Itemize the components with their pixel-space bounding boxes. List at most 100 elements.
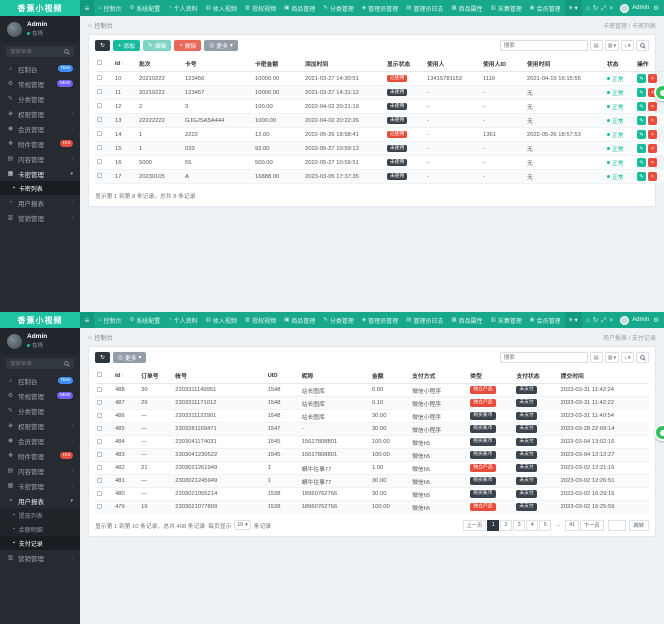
sort-icon[interactable]: ↕	[121, 60, 124, 67]
row-checkbox[interactable]	[97, 451, 102, 457]
filter-button[interactable]: ▤	[589, 352, 603, 363]
sidebar-item-用户报表[interactable]: ◔ 用户报表 ‹	[0, 195, 80, 210]
sidebar-search-input[interactable]	[10, 360, 60, 367]
nav-item-商品管理[interactable]: ▣ 商品管理	[280, 0, 319, 16]
page-jump-input[interactable]	[607, 519, 626, 531]
delete-button[interactable]: × 删除	[174, 40, 202, 51]
row-checkbox[interactable]	[97, 75, 102, 81]
row-checkbox[interactable]	[97, 386, 102, 392]
sidebar-item-附件管理[interactable]: ✚ 附件管理 Hot	[0, 136, 80, 151]
add-button[interactable]: + 添加	[112, 40, 140, 51]
home-icon[interactable]: ⌂	[585, 316, 590, 324]
nav-item-会员管理[interactable]: ◉ 会员管理	[526, 0, 560, 16]
edit-button[interactable]: ✎ 编辑	[142, 40, 172, 51]
nav-item-控制台[interactable]: ⌂ 控制台	[94, 0, 125, 16]
nav-item-商品属性[interactable]: ▦ 商品属性	[447, 0, 486, 16]
edit-button[interactable]: ✎	[637, 116, 646, 125]
service-float-button[interactable]	[654, 84, 664, 101]
nav-item-分类管理[interactable]: ✎ 分类管理	[319, 312, 358, 328]
sidebar-item-控制台[interactable]: ⌂ 控制台 New	[0, 373, 80, 388]
row-checkbox[interactable]	[97, 173, 102, 179]
user-menu[interactable]: Admin	[620, 315, 649, 325]
delete-button[interactable]: ×	[648, 74, 657, 83]
nav-item-管理员日志[interactable]: ▤ 管理员日志	[402, 312, 447, 328]
sidebar-item-控制台[interactable]: ⌂ 控制台 New	[0, 61, 80, 76]
page-button-4[interactable]: 4	[526, 519, 539, 531]
per-page-select[interactable]: 10 ▾	[234, 520, 251, 530]
edit-button[interactable]: ✎	[637, 88, 646, 97]
sidebar-item-卡密管理[interactable]: ▦ 卡密管理 ▾	[0, 166, 80, 181]
row-checkbox[interactable]	[97, 159, 102, 165]
nav-overflow-dropdown[interactable]: ≡ ▾	[564, 0, 582, 16]
delete-button[interactable]: ×	[648, 88, 657, 97]
search-input[interactable]	[499, 352, 588, 363]
select-all-checkbox[interactable]	[97, 60, 102, 66]
row-checkbox[interactable]	[97, 131, 102, 137]
columns-dropdown[interactable]: ▥ ▾	[604, 40, 619, 51]
nav-item-收入视频[interactable]: ▥ 收入视频	[202, 312, 241, 328]
edit-button[interactable]: ✎	[637, 74, 646, 83]
row-checkbox[interactable]	[97, 103, 102, 109]
nav-item-管理员管理[interactable]: ◈ 管理员管理	[358, 0, 402, 16]
sidebar-item-营销管理[interactable]: ▥ 营销管理 ‹	[0, 210, 80, 225]
page-button-41[interactable]: 41	[565, 519, 580, 531]
sidebar-item-常规管理[interactable]: ⚙ 常规管理 NEW	[0, 76, 80, 91]
select-all-checkbox[interactable]	[97, 372, 102, 378]
refresh-button[interactable]: ↻	[95, 40, 110, 51]
nav-item-授权视频[interactable]: ▥ 授权视频	[241, 312, 280, 328]
sidebar-search-input[interactable]	[10, 48, 60, 55]
page-button-3[interactable]: 3	[513, 519, 526, 531]
delete-button[interactable]: ×	[648, 116, 657, 125]
page-button-2[interactable]: 2	[500, 519, 513, 531]
row-checkbox[interactable]	[97, 464, 102, 470]
search-icon[interactable]	[64, 48, 70, 55]
user-menu[interactable]: Admin	[620, 3, 649, 13]
sidebar-item-卡密管理[interactable]: ▦ 卡密管理 ‹	[0, 478, 80, 493]
sidebar-item-会员管理[interactable]: ◉ 会员管理 ‹	[0, 121, 80, 136]
more-button[interactable]: ◎ 更多 ▾	[112, 352, 147, 363]
nav-item-管理员日志[interactable]: ▤ 管理员日志	[402, 0, 447, 16]
close-icon[interactable]: ×	[609, 4, 614, 12]
nav-item-授权视频[interactable]: ▥ 授权视频	[241, 0, 280, 16]
sidebar-item-权限管理[interactable]: ◈ 权限管理 ‹	[0, 106, 80, 121]
sidebar-subitem-支付记录[interactable]: ▪ 支付记录	[0, 536, 80, 550]
filter-button[interactable]: ▤	[589, 40, 603, 51]
edit-button[interactable]: ✎	[637, 144, 646, 153]
gear-icon[interactable]: ⚙	[653, 5, 659, 12]
page-button-1[interactable]: 1	[487, 519, 500, 531]
menu-toggle-icon[interactable]: ≡	[80, 312, 94, 328]
home-icon[interactable]: ⌂	[585, 4, 590, 12]
nav-item-会员管理[interactable]: ◉ 会员管理	[526, 312, 560, 328]
refresh-button[interactable]: ↻	[95, 352, 110, 363]
sidebar-item-分类管理[interactable]: ✎ 分类管理	[0, 403, 80, 418]
sidebar-subitem-卡密列表[interactable]: ▪ 卡密列表	[0, 181, 80, 195]
nav-item-个人资料[interactable]: ◔ 个人资料	[164, 312, 201, 328]
close-icon[interactable]: ×	[609, 316, 614, 324]
row-checkbox[interactable]	[97, 89, 102, 95]
nav-item-控制台[interactable]: ⌂ 控制台	[94, 312, 125, 328]
row-checkbox[interactable]	[97, 425, 102, 431]
export-dropdown[interactable]: ↓ ▾	[621, 352, 634, 363]
sidebar-item-附件管理[interactable]: ✚ 附件管理 Hot	[0, 448, 80, 463]
page-button-下一页[interactable]: 下一页	[580, 519, 604, 531]
menu-toggle-icon[interactable]: ≡	[80, 0, 94, 16]
delete-button[interactable]: ×	[648, 158, 657, 167]
page-button-上一页[interactable]: 上一页	[462, 519, 487, 531]
edit-button[interactable]: ✎	[637, 172, 646, 181]
nav-item-收入视频[interactable]: ▥ 收入视频	[202, 0, 241, 16]
sidebar-item-权限管理[interactable]: ◈ 权限管理 ‹	[0, 418, 80, 433]
row-checkbox[interactable]	[97, 412, 102, 418]
sort-icon[interactable]: ↕	[121, 372, 124, 379]
page-jump-button[interactable]: 跳转	[628, 519, 649, 531]
nav-item-系统配置[interactable]: ⚙ 系统配置	[125, 312, 164, 328]
nav-item-个人资料[interactable]: ◔ 个人资料	[164, 0, 201, 16]
export-dropdown[interactable]: ↓ ▾	[621, 40, 634, 51]
search-button[interactable]	[636, 352, 649, 363]
row-checkbox[interactable]	[97, 117, 102, 123]
nav-item-管理员管理[interactable]: ◈ 管理员管理	[358, 312, 402, 328]
sidebar-item-会员管理[interactable]: ◉ 会员管理 ‹	[0, 433, 80, 448]
sidebar-item-内容管理[interactable]: ▤ 内容管理 ‹	[0, 463, 80, 478]
columns-dropdown[interactable]: ▥ ▾	[604, 352, 619, 363]
sidebar-item-分类管理[interactable]: ✎ 分类管理	[0, 91, 80, 106]
sidebar-item-常规管理[interactable]: ⚙ 常规管理 NEW	[0, 388, 80, 403]
